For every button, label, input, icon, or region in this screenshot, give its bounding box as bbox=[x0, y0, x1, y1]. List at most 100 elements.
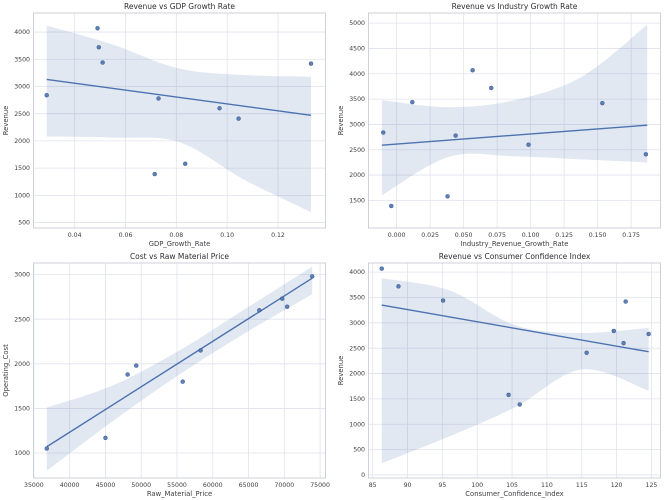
y-axis-label: Operating_Cost bbox=[2, 344, 10, 397]
y-tick-label: 4500 bbox=[349, 46, 365, 53]
x-tick-label: 85 bbox=[368, 482, 376, 489]
data-point bbox=[645, 331, 651, 337]
scatter-points bbox=[379, 266, 651, 407]
x-tick-label: 0.125 bbox=[555, 232, 573, 239]
x-tick-label: 90 bbox=[403, 482, 411, 489]
data-point bbox=[505, 392, 511, 398]
axes-border bbox=[33, 262, 326, 479]
data-point bbox=[620, 340, 626, 346]
subplot-revenue-vs-gdp: 0.04 0.06 0.08 0.10 0.12 500 1000 1500 2000 2500 3… bbox=[0, 0, 335, 250]
y-tick-label: 2500 bbox=[14, 111, 30, 118]
data-point bbox=[100, 60, 105, 65]
y-tick-label: 1500 bbox=[14, 406, 30, 413]
x-tick-label: 0.025 bbox=[421, 232, 439, 239]
y-tick-label: 3500 bbox=[14, 56, 30, 63]
data-point bbox=[284, 304, 290, 309]
y-tick-label: 3000 bbox=[349, 122, 365, 129]
data-point bbox=[599, 100, 605, 106]
y-axis-label: Revenue bbox=[2, 106, 10, 136]
data-point bbox=[152, 171, 157, 177]
gridlines bbox=[33, 13, 326, 228]
x-tick-label: 0.100 bbox=[521, 232, 539, 239]
data-point bbox=[44, 446, 49, 451]
axes-background bbox=[33, 13, 326, 228]
data-point bbox=[517, 402, 522, 407]
y-tick-label: 4000 bbox=[14, 29, 30, 36]
x-tick-label: 75000 bbox=[310, 482, 330, 489]
y-tick-label: 4000 bbox=[349, 269, 365, 276]
y-tick-label: 3500 bbox=[349, 96, 365, 103]
x-tick-label: 0.04 bbox=[68, 232, 82, 239]
data-point bbox=[525, 142, 531, 147]
chart-cost-vs-raw-material-price: 35000 40000 45000 50000 55000 60000 65000 70000… bbox=[2, 252, 330, 498]
confidence-band bbox=[46, 266, 313, 471]
y-tick-label: 2500 bbox=[349, 345, 365, 352]
x-axis-label: Consumer_Confidence_Index bbox=[465, 490, 563, 498]
data-point bbox=[96, 45, 102, 50]
data-point bbox=[103, 435, 108, 441]
data-point bbox=[440, 298, 445, 303]
axes-background bbox=[368, 263, 660, 478]
regression-line bbox=[381, 304, 649, 353]
y-tick-label: 5000 bbox=[349, 20, 365, 27]
data-point bbox=[95, 26, 100, 31]
x-axis-label: Industry_Revenue_Growth_Rate bbox=[460, 240, 568, 248]
data-point bbox=[236, 116, 241, 121]
chart-title: Cost vs Raw Material Price bbox=[130, 252, 229, 261]
data-point bbox=[156, 96, 161, 101]
y-tick-label: 500 bbox=[353, 447, 365, 454]
x-tick-label: 55000 bbox=[167, 482, 187, 489]
x-tick-label: 0.075 bbox=[488, 232, 506, 239]
data-point bbox=[125, 372, 130, 377]
scatter-points bbox=[380, 68, 648, 209]
data-point bbox=[611, 328, 616, 334]
data-point bbox=[180, 379, 185, 384]
data-point bbox=[257, 308, 262, 313]
y-tick-label: 1000 bbox=[14, 450, 30, 457]
data-point bbox=[44, 92, 49, 98]
data-point bbox=[488, 85, 493, 91]
regression-line bbox=[46, 78, 312, 117]
y-tick-label: 1500 bbox=[349, 396, 365, 403]
axes-border bbox=[33, 12, 326, 229]
y-tick-label: 500 bbox=[18, 220, 30, 227]
x-tick-label: 95 bbox=[438, 482, 446, 489]
y-tick-label: 1500 bbox=[349, 198, 365, 205]
data-point bbox=[388, 203, 393, 209]
confidence-band bbox=[381, 24, 647, 196]
data-point bbox=[217, 106, 222, 111]
data-point bbox=[643, 152, 648, 157]
y-tick-label: 1000 bbox=[349, 421, 365, 428]
chart-revenue-vs-gdp-growth-rate: 0.04 0.06 0.08 0.10 0.12 500 1000 1500 2000 2500 3… bbox=[2, 2, 326, 248]
axes-border bbox=[367, 12, 661, 229]
axes-border bbox=[367, 262, 661, 479]
y-tick-label: 4000 bbox=[349, 71, 365, 78]
data-point bbox=[134, 363, 139, 368]
y-tick-label: 3000 bbox=[14, 84, 30, 91]
x-tick-label: 0.10 bbox=[220, 232, 234, 239]
x-tick-label: 0.050 bbox=[454, 232, 472, 239]
data-point bbox=[183, 161, 188, 166]
chart-title: Revenue vs GDP Growth Rate bbox=[124, 2, 235, 11]
y-tick-label: 1500 bbox=[14, 165, 30, 172]
y-axis-label: Revenue bbox=[337, 106, 345, 136]
data-point bbox=[279, 296, 285, 301]
x-axis-label: GDP_Growth_Rate bbox=[149, 240, 211, 248]
x-tick-label: 115 bbox=[575, 482, 587, 489]
y-tick-label: 3000 bbox=[14, 272, 30, 279]
chart-title: Revenue vs Industry Growth Rate bbox=[451, 2, 577, 11]
y-tick-label: 2500 bbox=[14, 316, 30, 323]
gridlines bbox=[368, 13, 660, 228]
x-tick-label: 105 bbox=[506, 482, 518, 489]
scatter-points bbox=[44, 274, 315, 451]
data-point bbox=[308, 61, 314, 66]
regression-line bbox=[381, 124, 647, 146]
y-tick-label: 2000 bbox=[349, 172, 365, 179]
x-tick-label: 40000 bbox=[60, 482, 80, 489]
x-axis-label: Raw_Material_Price bbox=[147, 490, 212, 498]
x-tick-label: 100 bbox=[471, 482, 483, 489]
data-point bbox=[395, 284, 401, 289]
confidence-band bbox=[381, 278, 649, 464]
y-tick-label: 2000 bbox=[349, 371, 365, 378]
